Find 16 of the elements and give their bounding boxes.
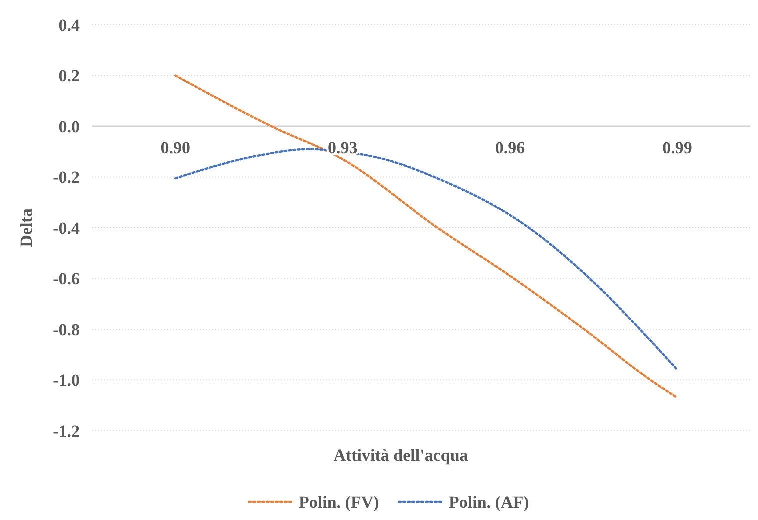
- y-tick-label: -0.6: [53, 270, 80, 289]
- y-tick-label: -1.0: [53, 371, 80, 390]
- y-tick-label: 0.4: [58, 16, 80, 35]
- x-tick-label: 0.90: [160, 138, 191, 158]
- y-tick-label: -0.8: [53, 320, 80, 340]
- y-tick-label: -0.2: [53, 168, 80, 188]
- x-axis-title: Attività dell'acqua: [334, 446, 469, 465]
- legend-label: Polin. (AF): [449, 492, 530, 512]
- x-tick-label: 0.96: [495, 138, 526, 158]
- x-tick-label: 0.99: [662, 138, 692, 158]
- y-tick-label: 0.2: [58, 66, 80, 86]
- legend-label: Polin. (FV): [299, 492, 380, 512]
- y-tick-label: -1.2: [53, 422, 80, 441]
- y-tick-label: 0.0: [58, 117, 80, 136]
- y-tick-label: -0.4: [53, 218, 80, 238]
- y-axis-title: Delta: [16, 208, 36, 248]
